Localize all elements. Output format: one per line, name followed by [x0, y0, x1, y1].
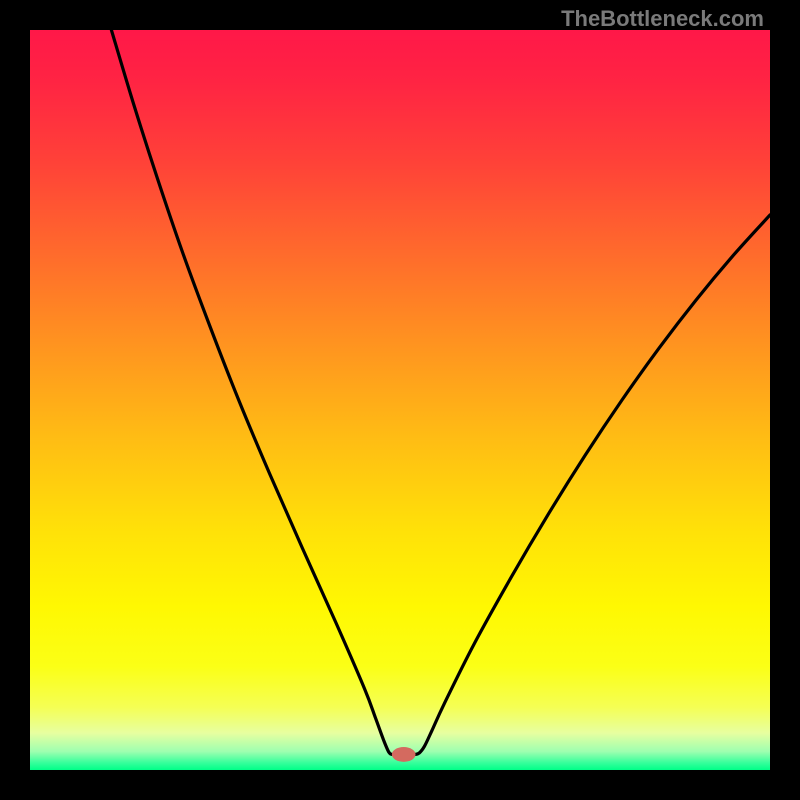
plot-svg [30, 30, 770, 770]
bottleneck-curve [111, 30, 770, 755]
gradient-background [30, 30, 770, 770]
watermark-text: TheBottleneck.com [561, 6, 764, 32]
optimum-marker [392, 747, 416, 762]
plot-area [30, 30, 770, 770]
